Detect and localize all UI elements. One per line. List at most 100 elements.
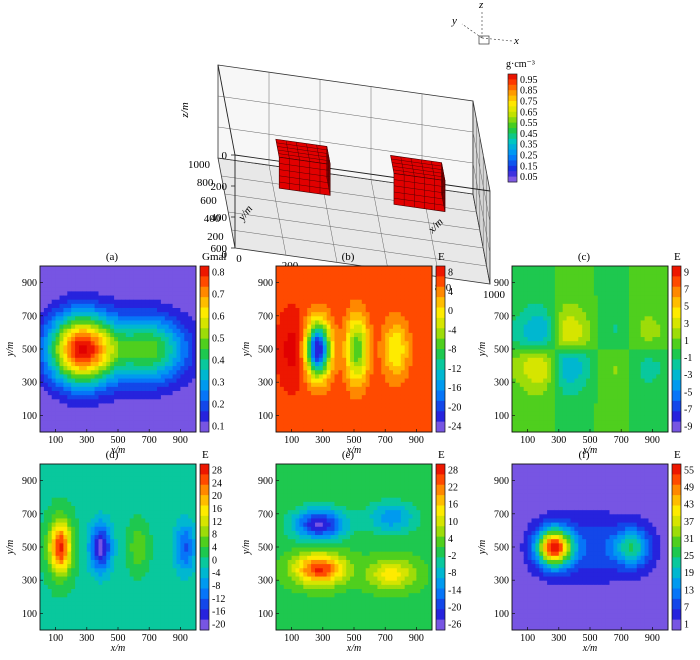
contour-cell [322, 315, 328, 321]
contour-cell [551, 299, 556, 304]
contour-cell [597, 290, 603, 296]
contour-cell [613, 407, 618, 412]
contour-cell [342, 378, 347, 383]
contour-cell [558, 407, 564, 412]
contour-cell [295, 295, 300, 300]
contour-cell [188, 319, 193, 325]
contour-cell [535, 282, 540, 288]
contour-cell [609, 349, 614, 354]
contour-cell [562, 349, 568, 354]
contour-cell [118, 365, 123, 371]
contour-cell [660, 315, 665, 321]
contour-cell [373, 369, 378, 375]
contour-cell [59, 349, 64, 354]
contour-cell [153, 365, 158, 371]
contour-cell [554, 386, 560, 391]
contour-cell [110, 274, 115, 279]
contour-cell [512, 286, 517, 292]
contour-cell [562, 382, 568, 387]
contour-cell [515, 295, 521, 300]
contour-cell [656, 319, 661, 325]
contour-cell [613, 324, 618, 329]
contour-cell [652, 295, 657, 300]
contour-cell [63, 398, 68, 404]
contour-cell [636, 369, 642, 375]
contour-cell [586, 340, 591, 346]
contour-cell [562, 390, 568, 396]
contour-cell [365, 307, 371, 313]
contour-cell [307, 328, 312, 333]
contour-cell [47, 382, 53, 387]
contour-cell [192, 407, 197, 412]
contour-cell [192, 357, 197, 362]
contour-cell [43, 390, 49, 396]
contour-cell [157, 324, 162, 329]
contour-cell [574, 357, 579, 362]
contour-cell [180, 419, 185, 425]
contour-cell [141, 386, 146, 391]
contour-cell [51, 378, 57, 383]
contour-cell [385, 427, 390, 433]
contour-cell [47, 407, 53, 412]
contour-cell [47, 286, 53, 292]
contour-cell [322, 427, 328, 433]
contour-cell [578, 349, 583, 354]
contour-cell [338, 386, 343, 391]
contour-cell [59, 427, 64, 433]
colorbar-swatch [200, 380, 209, 391]
contour-cell [326, 278, 332, 284]
contour-cell [322, 303, 328, 308]
contour-cell [102, 286, 107, 292]
contour-cell [357, 274, 363, 279]
contour-cell [656, 386, 661, 391]
contour-cell [121, 270, 127, 275]
contour-cell [424, 357, 429, 362]
contour-cell [172, 423, 177, 429]
contour-cell [389, 328, 394, 333]
contour-cell [519, 332, 525, 338]
contour-cell [361, 411, 367, 416]
contour-cell [129, 386, 135, 391]
contour-cell [184, 286, 189, 292]
contour-cell [535, 361, 540, 367]
contour-cell [82, 282, 88, 288]
contour-cell [279, 336, 285, 342]
contour-cell [570, 378, 575, 383]
contour-cell [40, 386, 45, 391]
contour-cell [276, 319, 281, 325]
contour-cell [420, 332, 425, 338]
contour-cell [412, 382, 417, 387]
contour-cell [597, 369, 603, 375]
contour-cell [547, 353, 552, 358]
contour-cell [338, 349, 343, 354]
contour-cell [648, 390, 653, 396]
contour-cell [396, 290, 402, 296]
contour-cell [547, 411, 552, 416]
contour-cell [322, 286, 328, 292]
contour-cell [582, 311, 587, 317]
contour-cell [590, 282, 595, 288]
contour-cell [535, 299, 540, 304]
contour-cell [51, 311, 57, 317]
contour-cell [43, 353, 49, 358]
contour-cell [385, 415, 390, 421]
contour-cell [346, 369, 351, 375]
contour-cell [605, 266, 610, 271]
contour-cell [121, 274, 127, 279]
contour-cell [172, 324, 177, 329]
contour-cell [539, 415, 544, 421]
contour-cell [586, 336, 591, 342]
contour-cell [381, 407, 386, 412]
contour-cell [590, 266, 595, 271]
contour-cell [416, 349, 421, 354]
contour-cell [168, 315, 174, 321]
contour-cell [590, 336, 595, 342]
contour-cell [63, 324, 68, 329]
contour-cell [40, 319, 45, 325]
contour-cell [570, 353, 575, 358]
contour-cell [180, 394, 185, 400]
contour-cell [90, 419, 96, 425]
contour-cell [133, 290, 138, 296]
contour-cell [578, 378, 583, 383]
contour-cell [303, 332, 308, 338]
